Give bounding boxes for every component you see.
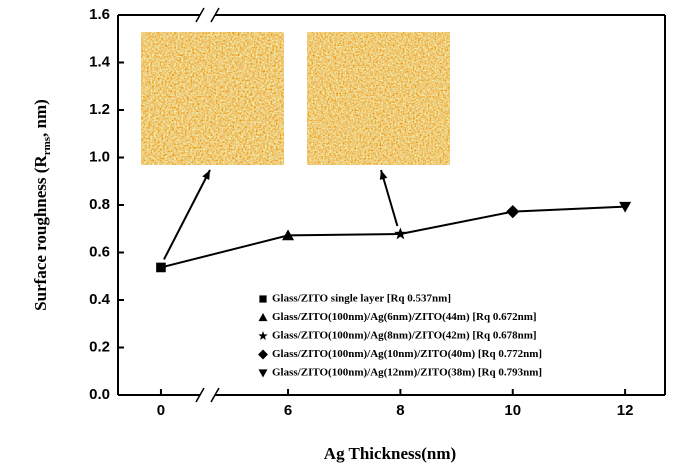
chart: Ag Thickness(nm) Surface roughness (Rrms… — [0, 0, 677, 470]
y-tick-label: 0.6 — [89, 243, 110, 260]
afm-image — [141, 32, 284, 165]
y-label-sub: rms — [41, 136, 53, 155]
marker — [258, 331, 267, 340]
y-tick-label: 1.2 — [89, 101, 110, 118]
x-axis-label: Ag Thickness(nm) — [324, 444, 456, 463]
legend-label: Glass/ZITO single layer [Rq 0.537nm] — [272, 293, 451, 305]
legend-label: Glass/ZITO(100nm)/Ag(8nm)/ZITO(42m) [Rq … — [272, 330, 537, 342]
data-line — [161, 207, 625, 268]
x-tick-label: 12 — [617, 402, 634, 419]
marker — [258, 350, 268, 360]
marker — [259, 369, 268, 377]
marker — [506, 205, 519, 218]
y-tick-label: 0.2 — [89, 338, 110, 355]
y-label-main: Surface roughness (R — [31, 155, 50, 311]
legend-label: Glass/ZITO(100nm)/Ag(12nm)/ZITO(38m) [Rq… — [272, 367, 542, 379]
afm-image — [307, 32, 450, 165]
marker — [259, 295, 266, 302]
marker — [259, 313, 268, 321]
y-tick-label: 1.4 — [89, 53, 111, 70]
x-tick-label: 0 — [157, 402, 165, 419]
marker — [394, 227, 407, 239]
legend-label: Glass/ZITO(100nm)/Ag(6nm)/ZITO(44m) [Rq … — [272, 311, 537, 323]
arrow-head — [380, 170, 387, 180]
y-label-end: , nm) — [31, 99, 50, 137]
x-tick-label: 10 — [504, 402, 521, 419]
y-tick-label: 0.0 — [89, 386, 110, 403]
y-tick-label: 0.4 — [89, 291, 111, 308]
legend-label: Glass/ZITO(100nm)/Ag(10nm)/ZITO(40m) [Rq… — [272, 348, 542, 360]
y-tick-label: 1.0 — [89, 148, 110, 165]
y-tick-label: 0.8 — [89, 196, 110, 213]
y-tick-label: 1.6 — [89, 6, 110, 23]
x-tick-label: 8 — [396, 402, 404, 419]
y-axis-label: Surface roughness (Rrms, nm) — [31, 99, 53, 311]
marker — [156, 263, 166, 273]
arrow — [164, 170, 210, 259]
x-tick-label: 6 — [284, 402, 292, 419]
